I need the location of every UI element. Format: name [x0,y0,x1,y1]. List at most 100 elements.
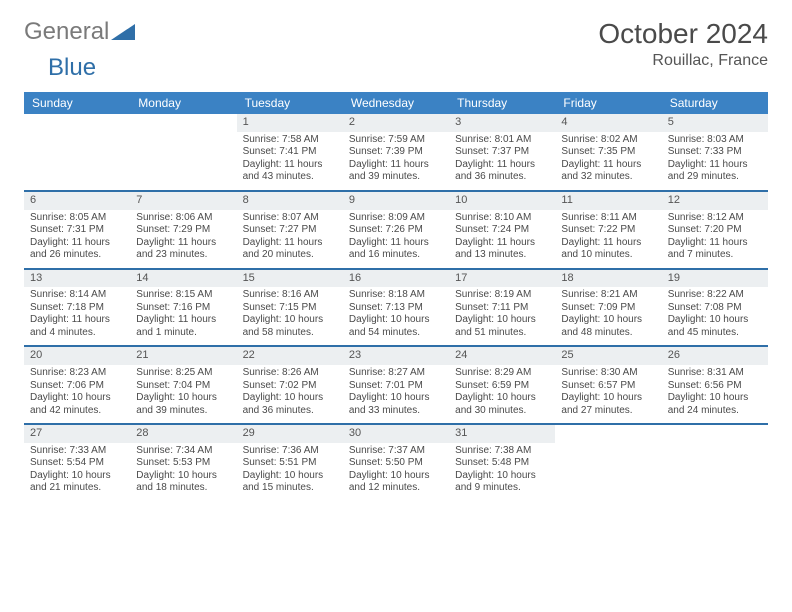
daylight-line: Daylight: 11 hours and 43 minutes. [243,159,337,184]
sunrise-line: Sunrise: 7:34 AM [136,445,230,458]
sunset-line: Sunset: 7:27 PM [243,224,337,237]
day-number: 2 [343,114,449,132]
calendar-body: 1Sunrise: 7:58 AMSunset: 7:41 PMDaylight… [24,114,768,501]
daylight-line: Daylight: 11 hours and 16 minutes. [349,237,443,262]
daylight-line: Daylight: 10 hours and 39 minutes. [136,392,230,417]
day-cell: 12Sunrise: 8:12 AMSunset: 7:20 PMDayligh… [662,192,768,268]
day-number: 10 [449,192,555,210]
day-number: 17 [449,270,555,288]
sunrise-line: Sunrise: 8:22 AM [668,289,762,302]
sunset-line: Sunset: 7:20 PM [668,224,762,237]
sunset-line: Sunset: 7:04 PM [136,380,230,393]
daylight-line: Daylight: 10 hours and 33 minutes. [349,392,443,417]
day-number: 9 [343,192,449,210]
logo-text-blue: Blue [48,54,96,81]
sunrise-line: Sunrise: 8:21 AM [561,289,655,302]
day-cell: 15Sunrise: 8:16 AMSunset: 7:15 PMDayligh… [237,270,343,346]
day-cell: 10Sunrise: 8:10 AMSunset: 7:24 PMDayligh… [449,192,555,268]
day-cell: 21Sunrise: 8:25 AMSunset: 7:04 PMDayligh… [130,347,236,423]
sunset-line: Sunset: 7:06 PM [30,380,124,393]
sunrise-line: Sunrise: 8:15 AM [136,289,230,302]
sunset-line: Sunset: 7:31 PM [30,224,124,237]
day-header: Sunday [24,92,130,114]
week-row: 6Sunrise: 8:05 AMSunset: 7:31 PMDaylight… [24,190,768,268]
sunrise-line: Sunrise: 8:26 AM [243,367,337,380]
day-number: 21 [130,347,236,365]
sunrise-line: Sunrise: 8:02 AM [561,134,655,147]
daylight-line: Daylight: 10 hours and 58 minutes. [243,314,337,339]
sunrise-line: Sunrise: 8:01 AM [455,134,549,147]
day-header-row: SundayMondayTuesdayWednesdayThursdayFrid… [24,92,768,114]
day-cell: 8Sunrise: 8:07 AMSunset: 7:27 PMDaylight… [237,192,343,268]
day-body: Sunrise: 7:58 AMSunset: 7:41 PMDaylight:… [237,132,343,190]
sunrise-line: Sunrise: 7:58 AM [243,134,337,147]
day-header: Thursday [449,92,555,114]
day-cell: 27Sunrise: 7:33 AMSunset: 5:54 PMDayligh… [24,425,130,501]
day-cell: 20Sunrise: 8:23 AMSunset: 7:06 PMDayligh… [24,347,130,423]
day-number: 14 [130,270,236,288]
sunset-line: Sunset: 7:11 PM [455,302,549,315]
day-body: Sunrise: 8:16 AMSunset: 7:15 PMDaylight:… [237,287,343,345]
sunrise-line: Sunrise: 8:10 AM [455,212,549,225]
day-body: Sunrise: 8:03 AMSunset: 7:33 PMDaylight:… [662,132,768,190]
day-cell: 26Sunrise: 8:31 AMSunset: 6:56 PMDayligh… [662,347,768,423]
day-body: Sunrise: 8:31 AMSunset: 6:56 PMDaylight:… [662,365,768,423]
calendar: SundayMondayTuesdayWednesdayThursdayFrid… [24,92,768,501]
day-number: 4 [555,114,661,132]
day-number: 30 [343,425,449,443]
sunset-line: Sunset: 7:08 PM [668,302,762,315]
day-number: 5 [662,114,768,132]
day-cell: 6Sunrise: 8:05 AMSunset: 7:31 PMDaylight… [24,192,130,268]
daylight-line: Daylight: 11 hours and 7 minutes. [668,237,762,262]
day-cell: 4 Sunrise: 8:02 AMSunset: 7:35 PMDaylight… [555,114,661,190]
day-cell [130,114,236,190]
day-number: 24 [449,347,555,365]
week-row: 27Sunrise: 7:33 AMSunset: 5:54 PMDayligh… [24,423,768,501]
day-number: 31 [449,425,555,443]
day-body: Sunrise: 8:01 AMSunset: 7:37 PMDaylight:… [449,132,555,190]
day-body: Sunrise: 8:11 AMSunset: 7:22 PMDaylight:… [555,210,661,268]
day-body: Sunrise: 8:30 AMSunset: 6:57 PMDaylight:… [555,365,661,423]
sunrise-line: Sunrise: 8:09 AM [349,212,443,225]
sunset-line: Sunset: 5:48 PM [455,457,549,470]
day-body: Sunrise: 8:23 AMSunset: 7:06 PMDaylight:… [24,365,130,423]
day-cell: 2Sunrise: 7:59 AMSunset: 7:39 PMDaylight… [343,114,449,190]
day-cell: 25Sunrise: 8:30 AMSunset: 6:57 PMDayligh… [555,347,661,423]
day-body: Sunrise: 8:07 AMSunset: 7:27 PMDaylight:… [237,210,343,268]
sunset-line: Sunset: 5:50 PM [349,457,443,470]
daylight-line: Daylight: 11 hours and 10 minutes. [561,237,655,262]
day-number: 27 [24,425,130,443]
day-body: Sunrise: 8:09 AMSunset: 7:26 PMDaylight:… [343,210,449,268]
day-number: 15 [237,270,343,288]
sunrise-line: Sunrise: 7:59 AM [349,134,443,147]
sunset-line: Sunset: 7:41 PM [243,146,337,159]
daylight-line: Daylight: 10 hours and 54 minutes. [349,314,443,339]
day-header: Tuesday [237,92,343,114]
daylight-line: Daylight: 10 hours and 18 minutes. [136,470,230,495]
day-cell: 5Sunrise: 8:03 AMSunset: 7:33 PMDaylight… [662,114,768,190]
day-header: Friday [555,92,661,114]
day-cell: 22Sunrise: 8:26 AMSunset: 7:02 PMDayligh… [237,347,343,423]
daylight-line: Daylight: 11 hours and 32 minutes. [561,159,655,184]
day-body: Sunrise: 8:21 AMSunset: 7:09 PMDaylight:… [555,287,661,345]
day-cell: 1Sunrise: 7:58 AMSunset: 7:41 PMDaylight… [237,114,343,190]
sunset-line: Sunset: 7:24 PM [455,224,549,237]
day-number: 29 [237,425,343,443]
week-row: 1Sunrise: 7:58 AMSunset: 7:41 PMDaylight… [24,114,768,190]
day-body: Sunrise: 8:06 AMSunset: 7:29 PMDaylight:… [130,210,236,268]
sunset-line: Sunset: 7:16 PM [136,302,230,315]
day-body: Sunrise: 8:05 AMSunset: 7:31 PMDaylight:… [24,210,130,268]
daylight-line: Daylight: 10 hours and 36 minutes. [243,392,337,417]
sunset-line: Sunset: 7:26 PM [349,224,443,237]
day-body: Sunrise: 8:25 AMSunset: 7:04 PMDaylight:… [130,365,236,423]
daylight-line: Daylight: 10 hours and 12 minutes. [349,470,443,495]
sunset-line: Sunset: 7:35 PM [561,146,655,159]
day-body: Sunrise: 7:59 AMSunset: 7:39 PMDaylight:… [343,132,449,190]
sunrise-line: Sunrise: 8:14 AM [30,289,124,302]
day-number: 28 [130,425,236,443]
day-body: Sunrise: 8:26 AMSunset: 7:02 PMDaylight:… [237,365,343,423]
daylight-line: Daylight: 11 hours and 23 minutes. [136,237,230,262]
sunrise-line: Sunrise: 8:23 AM [30,367,124,380]
day-body: Sunrise: 7:38 AMSunset: 5:48 PMDaylight:… [449,443,555,501]
daylight-line: Daylight: 11 hours and 29 minutes. [668,159,762,184]
